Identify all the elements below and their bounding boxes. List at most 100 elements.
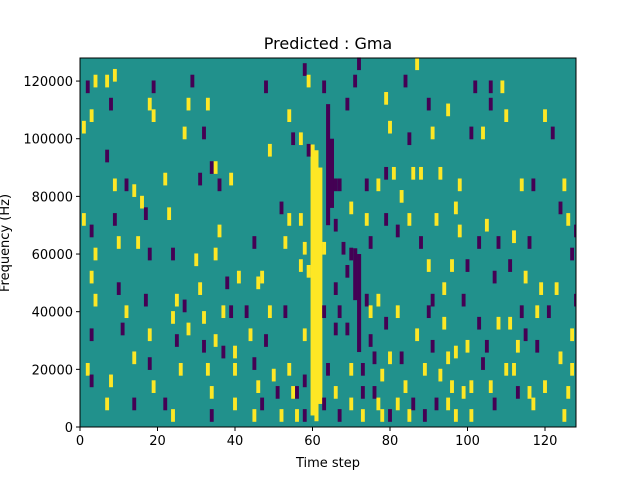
- heatmap-cell: [171, 409, 175, 422]
- heatmap-cell: [349, 397, 354, 411]
- heatmap-cell: [492, 397, 497, 411]
- heatmap-cell: [120, 322, 125, 336]
- heatmap-cell: [298, 259, 303, 272]
- heatmap-cell: [372, 351, 377, 365]
- heatmap-cell: [426, 305, 431, 319]
- heatmap-cell: [384, 92, 389, 105]
- heatmap-cell: [105, 74, 110, 88]
- heatmap-cell: [446, 351, 451, 365]
- heatmap-cell: [430, 339, 435, 353]
- heatmap-cell: [260, 270, 265, 284]
- heatmap-cell: [488, 380, 493, 393]
- heatmap-cell: [205, 363, 210, 376]
- heatmap-cell: [295, 409, 299, 422]
- heatmap-cell: [186, 97, 191, 111]
- heatmap-cell: [233, 363, 237, 376]
- heatmap-cell: [306, 143, 311, 157]
- heatmap-cell: [112, 178, 117, 192]
- heatmap-cell: [453, 409, 458, 422]
- heatmap-cell: [287, 213, 292, 226]
- x-tick-label: 40: [227, 434, 244, 449]
- y-tick-label: 20000: [32, 363, 73, 378]
- heatmap-cell: [453, 345, 458, 359]
- chart-title: Predicted : Gma: [264, 34, 392, 53]
- x-axis-label: Time step: [295, 456, 360, 471]
- heatmap-cell: [465, 339, 470, 353]
- heatmap-cell: [345, 264, 350, 278]
- heatmap-cell: [504, 363, 509, 376]
- heatmap-cell: [515, 386, 520, 399]
- heatmap-cell: [566, 213, 571, 226]
- heatmap-cell: [368, 305, 373, 319]
- heatmap-cell: [360, 363, 365, 376]
- heatmap-cell: [233, 397, 237, 411]
- heatmap-cell: [105, 149, 110, 163]
- heatmap-cell: [535, 305, 540, 319]
- heatmap-cell: [221, 305, 226, 319]
- heatmap-cell: [151, 80, 156, 94]
- heatmap-cell: [291, 386, 296, 399]
- heatmap-cell: [376, 397, 381, 411]
- heatmap-cell: [384, 316, 389, 330]
- heatmap-cell: [298, 213, 303, 226]
- heatmap-column: [353, 248, 358, 301]
- heatmap-cell: [535, 339, 540, 353]
- heatmap-cell: [132, 184, 137, 197]
- heatmap-cell: [194, 253, 199, 267]
- heatmap-cell: [388, 120, 392, 134]
- heatmap-cell: [407, 409, 412, 422]
- heatmap-cell: [430, 293, 435, 307]
- heatmap-cell: [345, 97, 350, 111]
- heatmap-cell: [302, 374, 307, 388]
- heatmap-cell: [376, 293, 381, 307]
- heatmap-cell: [349, 247, 354, 261]
- heatmap-cell: [81, 120, 86, 134]
- heatmap-cell: [333, 218, 338, 232]
- heatmap-cell: [465, 259, 470, 272]
- heatmap-cell: [178, 363, 183, 376]
- heatmap-cell: [116, 282, 121, 295]
- heatmap-cell: [252, 357, 257, 370]
- heatmap-cell: [85, 363, 90, 376]
- heatmap-cell: [174, 293, 179, 307]
- heatmap-cell: [372, 386, 377, 399]
- heatmap-cell: [267, 305, 272, 319]
- x-tick-label: 60: [304, 434, 321, 449]
- heatmap-cell: [267, 143, 272, 157]
- heatmap-cell: [543, 380, 547, 393]
- heatmap-cell: [248, 328, 253, 342]
- y-axis: 0 20000 40000 60000 80000 100000 120000: [23, 75, 80, 436]
- heatmap-cell: [434, 213, 439, 226]
- y-tick-label: 40000: [32, 306, 73, 321]
- y-tick-label: 120000: [23, 75, 73, 90]
- heatmap-cell: [202, 311, 206, 324]
- heatmap-cell: [209, 386, 214, 399]
- heatmap-cell: [85, 80, 90, 94]
- heatmap-cell: [357, 57, 361, 71]
- heatmap-cell: [306, 74, 311, 88]
- heatmap-cell: [430, 126, 435, 140]
- heatmap-cell: [295, 386, 299, 399]
- heatmap-cell: [364, 178, 369, 192]
- heatmap-cell: [322, 80, 327, 94]
- heatmap-cell: [531, 397, 536, 411]
- heatmap-cell: [190, 74, 195, 88]
- heatmap-cell: [302, 328, 307, 342]
- heatmap-cell: [574, 293, 576, 307]
- heatmap-cell: [147, 97, 152, 111]
- heatmap-cell: [198, 282, 203, 295]
- heatmap-cell: [391, 166, 396, 180]
- heatmap-cell: [109, 97, 113, 111]
- heatmap-cell: [349, 201, 354, 215]
- heatmap-cell: [333, 322, 338, 336]
- heatmap-cell: [570, 247, 575, 261]
- heatmap-cell: [213, 247, 218, 261]
- heatmap-cell: [143, 207, 148, 221]
- heatmap-cell: [492, 270, 497, 284]
- heatmap-cell: [515, 339, 520, 353]
- heatmap-cell: [469, 380, 474, 393]
- heatmap-cell: [496, 236, 501, 249]
- heatmap-cell: [287, 363, 292, 376]
- heatmap-cell: [93, 247, 98, 261]
- heatmap-cell: [419, 236, 423, 249]
